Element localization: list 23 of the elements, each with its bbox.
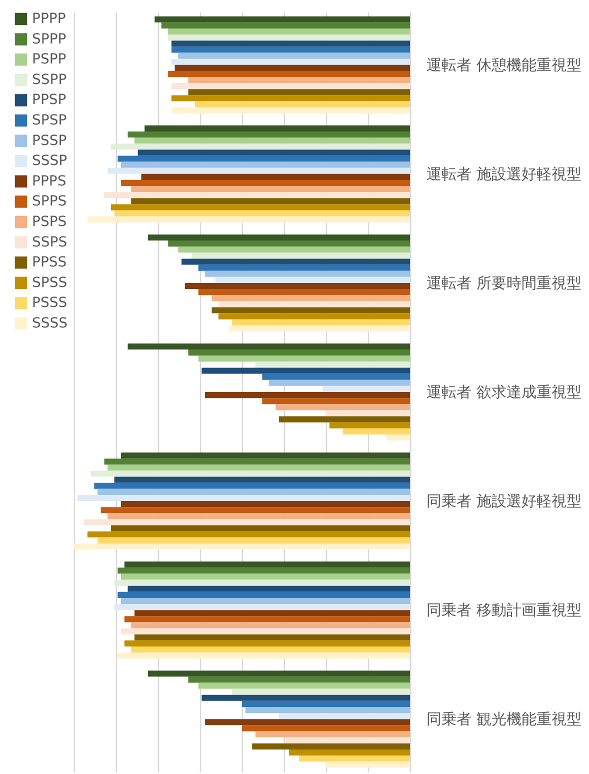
legend-label: PSSP: [32, 132, 67, 149]
legend-label: SSSS: [32, 316, 68, 332]
y-tick-label: 運転者 所要時間重視型: [426, 274, 582, 292]
legend-label: PPSS: [32, 254, 67, 271]
legend-label: SPPS: [32, 194, 67, 210]
legend-label: SSSP: [32, 153, 68, 170]
legend-label: PSPP: [32, 52, 66, 68]
y-tick-label: 運転者 休憩機能重視型: [426, 56, 582, 74]
legend-label: SSPP: [32, 72, 67, 88]
legend-label: SSPS: [32, 234, 68, 250]
legend-label: PPSP: [32, 92, 66, 108]
y-tick-label: 同乗者 移動計画重視型: [426, 601, 582, 620]
legend-label: PSSS: [32, 295, 68, 312]
legend-label: PSPS: [32, 214, 67, 230]
legend-label: PPPS: [32, 173, 66, 190]
legend-label: SPPP: [32, 31, 66, 48]
y-tick-label: 運転者 欲求達成重視型: [426, 383, 582, 401]
legend-label: SPSP: [32, 112, 67, 128]
y-tick-label: 同乗者 施設選好軽視型: [426, 492, 582, 510]
y-tick-label: 同乗者 観光機能重視型: [426, 710, 582, 728]
y-tick-label: 運転者 施設選好軽視型: [426, 164, 582, 183]
legend-label: SPSS: [32, 274, 68, 291]
legend-label: PPPP: [32, 11, 66, 27]
